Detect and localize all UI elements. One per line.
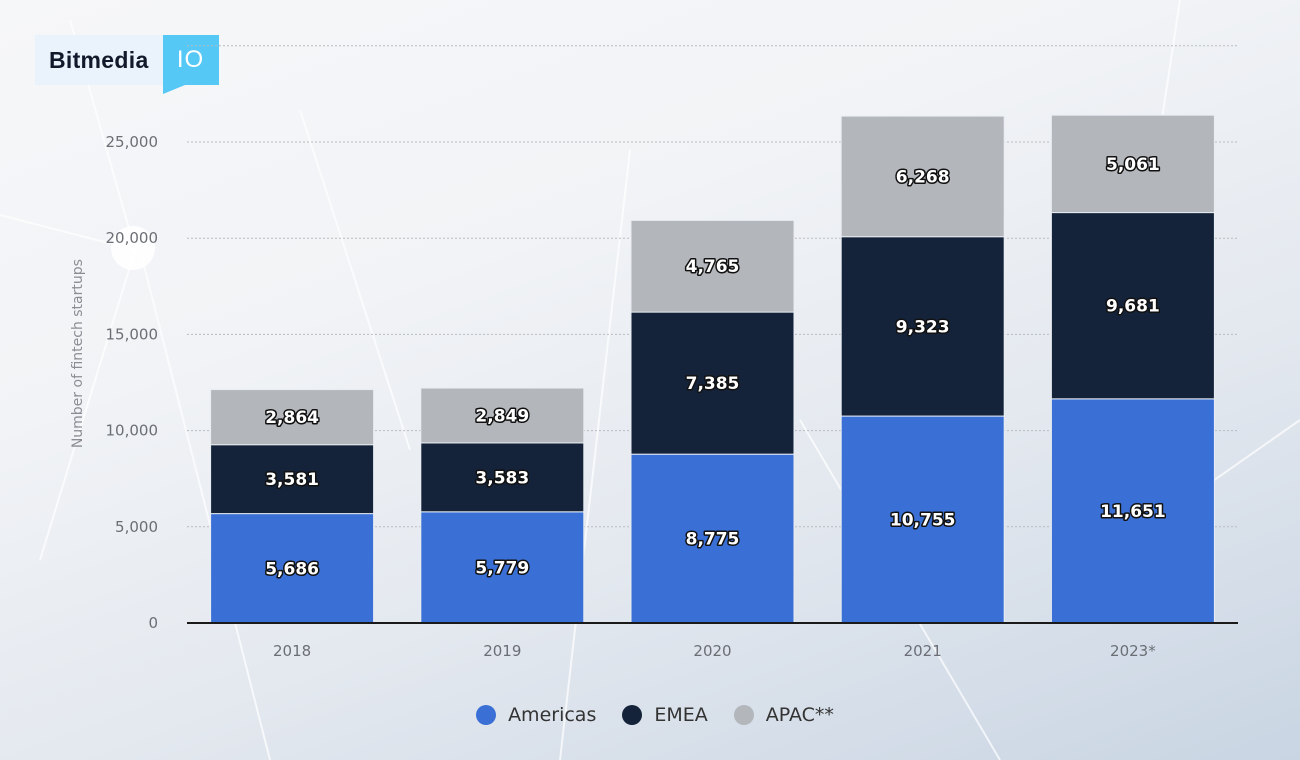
legend-item-emea[interactable]: EMEA	[622, 704, 708, 726]
legend-swatch-icon	[622, 705, 643, 725]
data-label: 3,583	[475, 468, 529, 488]
y-tick-label: 10,000	[106, 422, 159, 440]
data-label: 9,681	[1106, 297, 1160, 317]
data-label: 10,755	[890, 511, 956, 531]
data-label: 7,385	[686, 374, 740, 394]
y-axis-label: Number of fintech startups	[70, 259, 86, 448]
x-tick-label: 2019	[483, 642, 521, 660]
data-label: 3,581	[265, 470, 319, 490]
logo-brand-text: Bitmedia	[35, 35, 163, 85]
data-label: 5,686	[265, 559, 319, 579]
bar-segment-emea-2020[interactable]	[630, 311, 795, 455]
logo-badge: IO	[162, 35, 219, 94]
legend-swatch-icon	[733, 705, 754, 725]
bar-segment-emea-2018[interactable]	[210, 444, 375, 515]
legend: Americas EMEA APAC**	[0, 704, 1300, 726]
data-label: 6,268	[896, 167, 950, 187]
data-label: 9,323	[896, 317, 950, 337]
legend-item-americas[interactable]: Americas	[476, 704, 596, 726]
bar-segment-americas-2023[interactable]	[1050, 398, 1215, 624]
legend-label: Americas	[508, 704, 597, 726]
bar-segment-apac-2019[interactable]	[420, 387, 585, 444]
y-tick-label: 0	[148, 614, 158, 632]
data-label: 11,651	[1100, 502, 1166, 522]
data-label: 2,849	[475, 406, 529, 426]
x-tick-label: 2021	[904, 642, 942, 660]
legend-label: APAC**	[765, 704, 834, 726]
x-tick-label: 2018	[273, 642, 311, 660]
bar-segment-emea-2023[interactable]	[1050, 212, 1215, 400]
y-tick-label: 25,000	[106, 133, 159, 151]
data-label: 4,765	[686, 257, 740, 277]
bar-segment-apac-2021[interactable]	[840, 115, 1005, 238]
bar-segment-americas-2020[interactable]	[630, 453, 795, 624]
bar-segment-emea-2021[interactable]	[840, 236, 1005, 417]
legend-item-apac[interactable]: APAC**	[733, 704, 834, 726]
data-label: 5,061	[1106, 155, 1160, 175]
x-tick-label: 2020	[693, 642, 731, 660]
bar-segment-apac-2020[interactable]	[630, 219, 795, 313]
y-tick-label: 5,000	[115, 518, 158, 536]
x-tick-label: 2023*	[1110, 642, 1156, 660]
bar-segment-emea-2019[interactable]	[420, 442, 585, 513]
data-label: 2,864	[265, 408, 319, 428]
bar-segment-apac-2023[interactable]	[1050, 114, 1215, 214]
bar-segment-americas-2021[interactable]	[840, 415, 1005, 624]
data-label: 5,779	[475, 558, 529, 578]
logo: Bitmedia IO	[35, 35, 219, 94]
bar-segment-americas-2019[interactable]	[420, 511, 585, 624]
bar-segment-apac-2018[interactable]	[210, 389, 375, 446]
y-tick-label: 20,000	[106, 229, 159, 247]
data-label: 8,775	[686, 530, 740, 550]
legend-swatch-icon	[476, 705, 497, 725]
legend-label: EMEA	[654, 704, 708, 726]
y-tick-label: 15,000	[106, 325, 159, 343]
